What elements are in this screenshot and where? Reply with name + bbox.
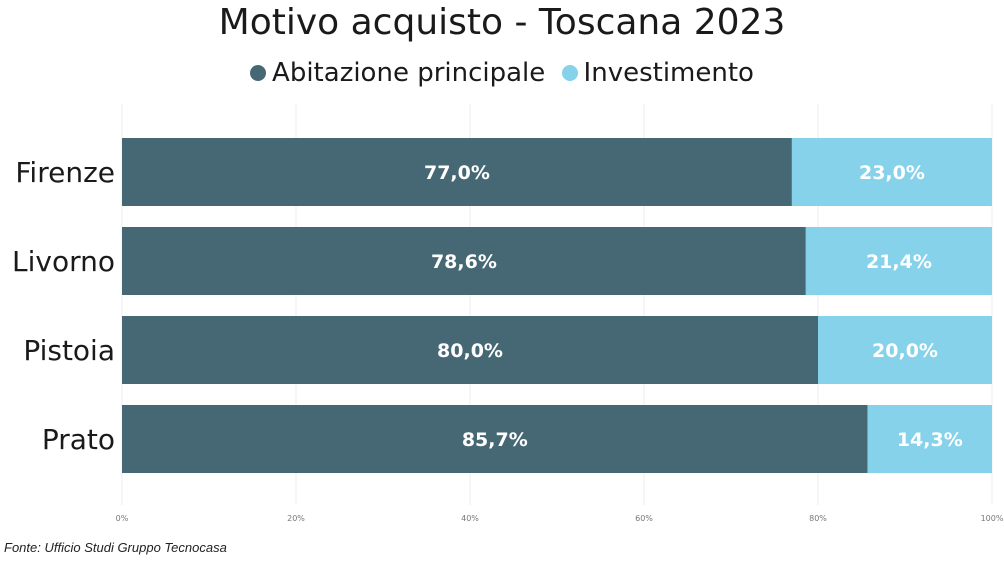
bar-segment-investimento <box>867 405 992 473</box>
legend-dot-investimento <box>561 65 578 81</box>
x-tick-label: 100% <box>981 514 1004 523</box>
bar-segment-investimento <box>818 316 992 384</box>
x-tick-label: 20% <box>287 514 305 523</box>
bar-segment-abitazione <box>122 138 792 206</box>
data-label: 77,0% <box>424 162 490 184</box>
bar-segment-abitazione <box>122 316 818 384</box>
category-label: Firenze <box>15 156 115 189</box>
bar-segment-abitazione <box>122 227 806 295</box>
data-label: 85,7% <box>462 429 528 451</box>
bar-segment-investimento <box>805 227 992 295</box>
legend-item-investimento: Investimento <box>561 58 754 88</box>
x-tick-label: 0% <box>116 514 129 523</box>
bar-segment-abitazione <box>122 405 868 473</box>
x-tick-label: 40% <box>461 514 479 523</box>
data-label: 78,6% <box>431 251 497 273</box>
legend-label-investimento: Investimento <box>583 58 754 88</box>
data-label: 20,0% <box>872 340 938 362</box>
category-label: Prato <box>42 423 115 456</box>
x-tick-label: 80% <box>809 514 827 523</box>
bar-segment-investimento <box>791 138 992 206</box>
legend-label-abitazione: Abitazione principale <box>272 58 546 88</box>
source-note: Fonte: Ufficio Studi Gruppo Tecnocasa <box>4 540 227 555</box>
category-label: Livorno <box>12 245 115 278</box>
chart-title: Motivo acquisto - Toscana 2023 <box>218 2 786 43</box>
legend-dot-abitazione <box>250 65 267 81</box>
legend: Abitazione principale Investimento <box>0 58 1004 88</box>
x-tick-label: 60% <box>635 514 653 523</box>
data-label: 21,4% <box>866 251 932 273</box>
category-label: Pistoia <box>23 334 115 367</box>
legend-item-abitazione: Abitazione principale <box>250 58 545 88</box>
data-label: 80,0% <box>437 340 503 362</box>
data-label: 14,3% <box>897 429 963 451</box>
data-label: 23,0% <box>859 162 925 184</box>
